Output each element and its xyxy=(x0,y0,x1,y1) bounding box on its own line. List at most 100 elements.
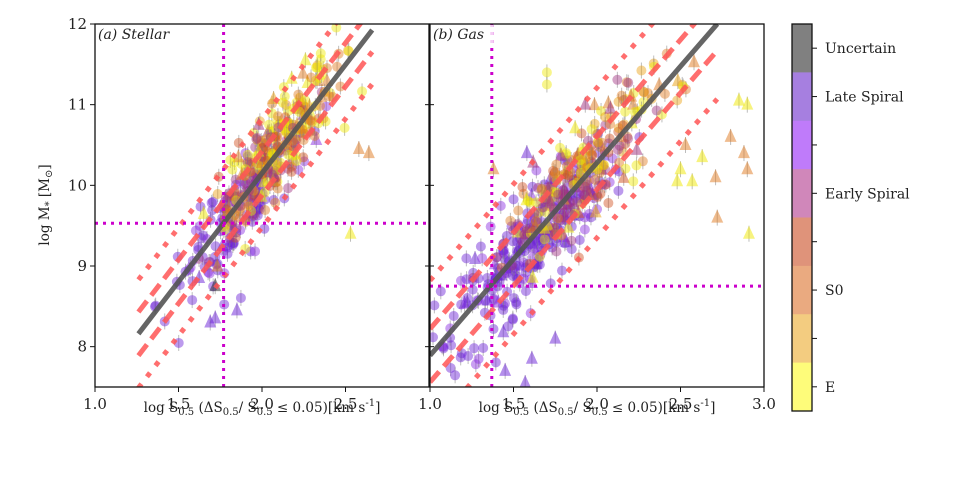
data-point xyxy=(305,115,316,126)
data-point xyxy=(235,292,246,303)
data-point xyxy=(613,96,624,107)
fit-band-inner-lower xyxy=(430,48,720,384)
data-point xyxy=(562,170,573,181)
data-point xyxy=(643,88,654,99)
fit-band-inner-lower xyxy=(136,50,375,358)
data-point xyxy=(478,342,489,353)
data-point xyxy=(507,270,518,281)
data-point-upper-limit xyxy=(481,292,494,306)
data-point xyxy=(250,246,261,257)
data-point xyxy=(576,159,587,170)
data-point xyxy=(293,89,304,100)
data-point-upper-limit xyxy=(461,294,474,308)
data-point xyxy=(498,304,509,315)
data-point xyxy=(524,197,535,208)
data-point xyxy=(306,72,317,83)
data-point-upper-limit xyxy=(579,96,592,110)
data-point-upper-limit xyxy=(724,128,737,142)
data-point xyxy=(190,225,201,236)
data-point xyxy=(614,140,625,151)
data-point xyxy=(272,115,283,126)
data-point xyxy=(620,163,631,174)
data-point xyxy=(541,67,552,78)
data-point xyxy=(604,133,615,144)
data-point xyxy=(603,198,614,209)
data-point xyxy=(473,353,484,364)
data-point xyxy=(551,246,562,257)
data-point xyxy=(207,196,218,207)
data-point xyxy=(228,238,239,249)
y-tick-label: 11 xyxy=(68,96,87,114)
data-point xyxy=(551,187,562,198)
data-point xyxy=(548,171,559,182)
data-point-upper-limit xyxy=(604,100,617,114)
data-point-upper-limit xyxy=(487,161,500,175)
data-point xyxy=(461,253,472,264)
x-tick-label: 1.0 xyxy=(83,395,107,413)
data-point-upper-limit xyxy=(741,96,754,110)
data-point-upper-limit xyxy=(555,147,568,161)
plot-area xyxy=(430,24,764,387)
colorbar-segment xyxy=(792,169,812,218)
data-point xyxy=(339,122,350,133)
x-tick-label: 1.5 xyxy=(502,395,526,413)
data-point xyxy=(445,362,456,373)
data-point xyxy=(659,88,670,99)
data-point xyxy=(272,111,283,122)
data-point-upper-limit xyxy=(671,73,684,87)
data-point xyxy=(536,183,547,194)
data-point-upper-limit xyxy=(352,141,365,155)
data-point-upper-limit xyxy=(310,131,323,145)
data-point xyxy=(264,119,275,130)
data-point-upper-limit xyxy=(686,173,699,187)
colorbar-segment xyxy=(792,72,812,122)
data-point xyxy=(612,144,623,155)
data-point xyxy=(291,134,302,145)
data-point xyxy=(456,299,467,310)
data-point-upper-limit xyxy=(674,161,687,175)
data-point xyxy=(574,234,585,245)
data-point-upper-limit xyxy=(257,174,270,188)
data-point-upper-limit xyxy=(525,350,538,364)
data-point-upper-limit xyxy=(519,374,531,387)
data-point xyxy=(312,62,323,73)
colorbar-segment xyxy=(792,120,812,170)
data-point-upper-limit xyxy=(299,52,312,66)
colorbar-segment xyxy=(792,362,812,412)
data-point xyxy=(455,352,466,363)
data-point xyxy=(490,357,501,368)
data-point xyxy=(586,124,597,135)
data-point xyxy=(551,159,562,170)
data-point-upper-limit xyxy=(582,187,595,201)
data-point-upper-limit xyxy=(558,182,571,196)
data-point xyxy=(511,299,522,310)
data-point xyxy=(599,160,610,171)
colorbar-segment xyxy=(792,217,812,267)
x-tick-label: 2.0 xyxy=(250,395,274,413)
data-point xyxy=(636,65,647,76)
data-point-upper-limit xyxy=(671,173,684,187)
x-tick-label: 2.5 xyxy=(334,395,358,413)
data-point xyxy=(566,235,577,246)
plot-area xyxy=(95,24,429,387)
data-point xyxy=(272,183,283,194)
data-point xyxy=(507,236,518,247)
data-point xyxy=(251,133,262,144)
data-point xyxy=(579,224,590,235)
data-point xyxy=(566,244,577,255)
colorbar-segment xyxy=(792,24,812,73)
data-point xyxy=(596,137,607,148)
data-point xyxy=(343,45,354,56)
data-point xyxy=(623,133,634,144)
colorbar-label: Late Spiral xyxy=(825,90,904,106)
data-point xyxy=(461,274,472,285)
data-point-upper-limit xyxy=(696,149,709,163)
data-point xyxy=(513,205,524,216)
data-point xyxy=(527,181,538,192)
data-point xyxy=(279,91,290,102)
data-point xyxy=(582,185,593,196)
data-point xyxy=(495,200,506,211)
data-point-upper-limit xyxy=(362,145,375,159)
data-point xyxy=(435,286,446,297)
data-point xyxy=(517,182,528,193)
